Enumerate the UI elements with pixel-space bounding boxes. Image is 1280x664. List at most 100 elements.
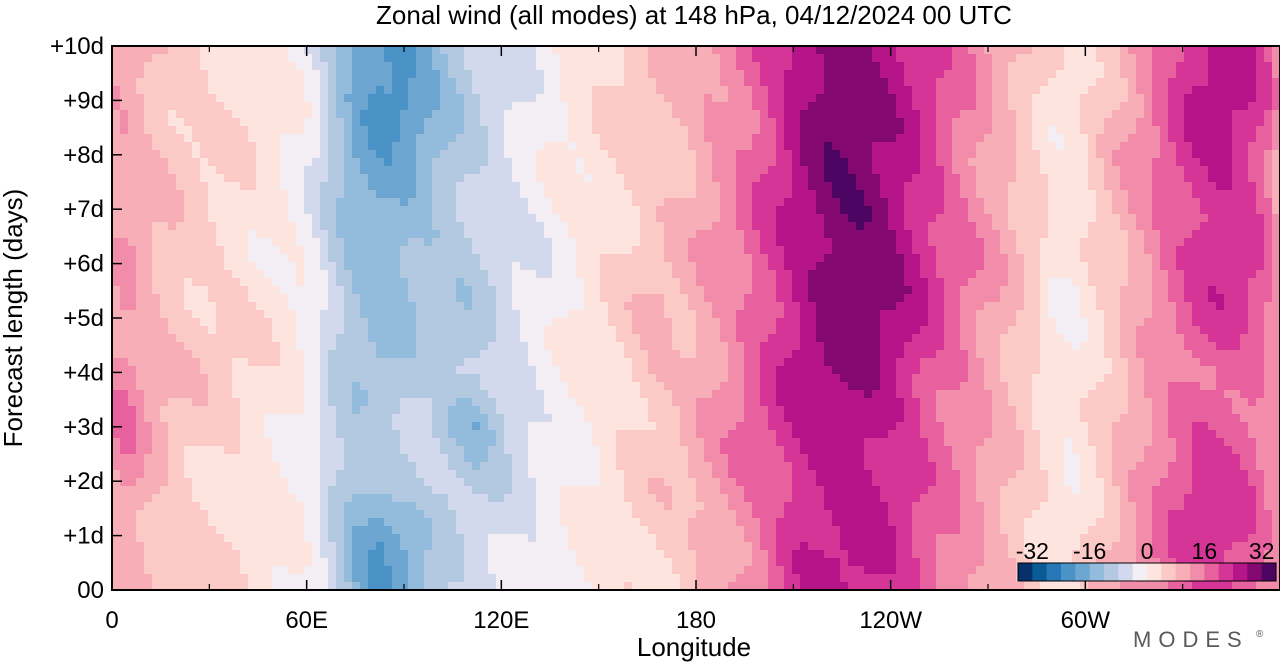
heatmap-cell [1264, 214, 1273, 223]
heatmap-cell [536, 302, 545, 311]
heatmap-cell [160, 102, 169, 111]
heatmap-cell [656, 46, 665, 55]
heatmap-cell [216, 214, 225, 223]
heatmap-cell [1176, 302, 1185, 311]
heatmap-cell [184, 102, 193, 111]
heatmap-cell [576, 214, 585, 223]
heatmap-cell [736, 262, 745, 271]
heatmap-cell [336, 62, 345, 71]
heatmap-cell [1208, 294, 1217, 303]
heatmap-cell [808, 70, 817, 79]
heatmap-cell [1128, 246, 1137, 255]
heatmap-cell [1072, 230, 1081, 239]
heatmap-cell [120, 310, 129, 319]
heatmap-cell [136, 246, 145, 255]
heatmap-cell [560, 126, 569, 135]
heatmap-cell [288, 158, 297, 167]
heatmap-cell [1184, 86, 1193, 95]
heatmap-cell [216, 302, 225, 311]
heatmap-cell [976, 158, 985, 167]
heatmap-cell [392, 70, 401, 79]
heatmap-cell [696, 286, 705, 295]
heatmap-cell [560, 294, 569, 303]
heatmap-cell [424, 246, 433, 255]
heatmap-cell [744, 46, 753, 55]
heatmap-cell [376, 78, 385, 87]
heatmap-cell [752, 54, 761, 63]
heatmap-cell [1264, 166, 1273, 175]
heatmap-cell [1112, 78, 1121, 87]
heatmap-cell [424, 174, 433, 183]
heatmap-cell [824, 174, 833, 183]
heatmap-cell [896, 70, 905, 79]
heatmap-cell [176, 134, 185, 143]
heatmap-cell [440, 246, 449, 255]
heatmap-cell [328, 302, 337, 311]
heatmap-cell [1272, 270, 1280, 279]
heatmap-cell [672, 230, 681, 239]
heatmap-cell [352, 102, 361, 111]
heatmap-cell [224, 118, 233, 127]
heatmap-cell [240, 118, 249, 127]
heatmap-cell [176, 230, 185, 239]
heatmap-cell [392, 126, 401, 135]
heatmap-cell [1112, 278, 1121, 287]
heatmap-cell [168, 198, 177, 207]
heatmap-cell [1064, 214, 1073, 223]
heatmap-cell [720, 206, 729, 215]
heatmap-cell [424, 278, 433, 287]
heatmap-cell [784, 110, 793, 119]
heatmap-cell [896, 102, 905, 111]
heatmap-cell [112, 214, 121, 223]
heatmap-cell [824, 62, 833, 71]
heatmap-cell [728, 126, 737, 135]
heatmap-cell [696, 54, 705, 63]
heatmap-cell [152, 318, 161, 327]
heatmap-cell [1120, 158, 1129, 167]
heatmap-cell [480, 46, 489, 55]
heatmap-cell [608, 134, 617, 143]
heatmap-cell [864, 214, 873, 223]
heatmap-cell [1064, 118, 1073, 127]
heatmap-cell [680, 310, 689, 319]
heatmap-cell [688, 262, 697, 271]
heatmap-cell [544, 310, 553, 319]
heatmap-cell [880, 110, 889, 119]
heatmap-cell [224, 86, 233, 95]
heatmap-cell [952, 118, 961, 127]
heatmap-cell [112, 206, 121, 215]
heatmap-cell [704, 246, 713, 255]
heatmap-cell [920, 126, 929, 135]
heatmap-cell [624, 262, 633, 271]
heatmap-cell [336, 86, 345, 95]
heatmap-cell [240, 254, 249, 263]
heatmap-cell [568, 222, 577, 231]
heatmap-cell [408, 310, 417, 319]
heatmap-cell [1264, 182, 1273, 191]
heatmap-cell [1056, 54, 1065, 63]
heatmap-cell [648, 206, 657, 215]
heatmap-cell [624, 150, 633, 159]
heatmap-cell [1200, 78, 1209, 87]
heatmap-cell [944, 302, 953, 311]
heatmap-cell [472, 62, 481, 71]
heatmap-cell [1048, 174, 1057, 183]
heatmap-cell [664, 214, 673, 223]
heatmap-cell [720, 110, 729, 119]
heatmap-cell [144, 118, 153, 127]
heatmap-cell [560, 174, 569, 183]
heatmap-cell [512, 158, 521, 167]
heatmap-cell [360, 134, 369, 143]
heatmap-cell [256, 198, 265, 207]
heatmap-cell [968, 142, 977, 151]
heatmap-cell [1224, 198, 1233, 207]
heatmap-cell [848, 246, 857, 255]
heatmap-cell [1136, 62, 1145, 71]
heatmap-cell [576, 62, 585, 71]
heatmap-cell [736, 102, 745, 111]
heatmap-cell [1200, 94, 1209, 103]
heatmap-cell [992, 222, 1001, 231]
heatmap-cell [1080, 254, 1089, 263]
heatmap-cell [264, 54, 273, 63]
heatmap-cell [984, 222, 993, 231]
